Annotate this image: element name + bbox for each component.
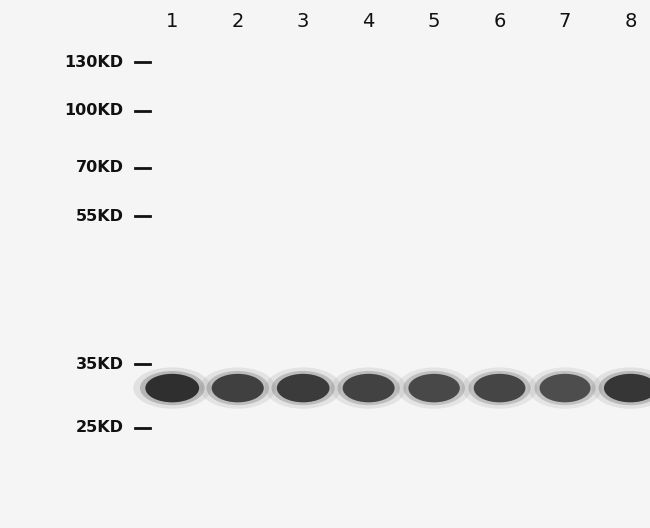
Text: 55KD: 55KD [75,209,124,224]
Ellipse shape [146,374,199,402]
Ellipse shape [277,374,330,402]
Ellipse shape [396,367,471,409]
Ellipse shape [599,371,650,405]
Ellipse shape [212,374,264,402]
Ellipse shape [331,367,406,409]
Ellipse shape [403,371,465,405]
Ellipse shape [592,367,650,409]
Text: 2: 2 [231,12,244,31]
Ellipse shape [207,371,269,405]
Text: 6: 6 [493,12,506,31]
Ellipse shape [534,371,595,405]
Text: 3: 3 [297,12,309,31]
Ellipse shape [469,371,530,405]
Ellipse shape [337,371,400,405]
Ellipse shape [604,374,650,402]
Text: 5: 5 [428,12,440,31]
Text: 100KD: 100KD [64,103,124,118]
Ellipse shape [408,374,460,402]
Text: 4: 4 [363,12,375,31]
Text: 8: 8 [624,12,637,31]
Ellipse shape [272,371,335,405]
Text: 7: 7 [559,12,571,31]
Ellipse shape [265,367,341,409]
Ellipse shape [528,367,602,409]
Text: 70KD: 70KD [75,161,124,175]
Text: 1: 1 [166,12,179,31]
Ellipse shape [343,374,395,402]
Ellipse shape [540,374,591,402]
Ellipse shape [133,367,211,409]
Text: 35KD: 35KD [75,357,124,372]
Text: 25KD: 25KD [75,420,124,435]
Ellipse shape [140,371,205,405]
Ellipse shape [462,367,537,409]
Text: 130KD: 130KD [64,55,124,70]
Ellipse shape [200,367,276,409]
Ellipse shape [474,374,525,402]
